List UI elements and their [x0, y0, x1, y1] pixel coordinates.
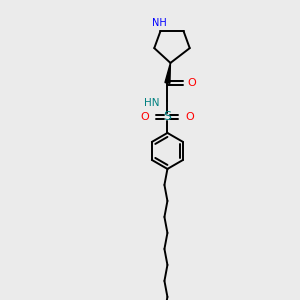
Text: O: O [188, 78, 196, 88]
Text: O: O [141, 112, 149, 122]
Text: HN: HN [144, 98, 159, 108]
Text: O: O [185, 112, 194, 122]
Polygon shape [165, 63, 170, 83]
Text: NH: NH [152, 18, 167, 28]
Text: S: S [164, 110, 171, 123]
